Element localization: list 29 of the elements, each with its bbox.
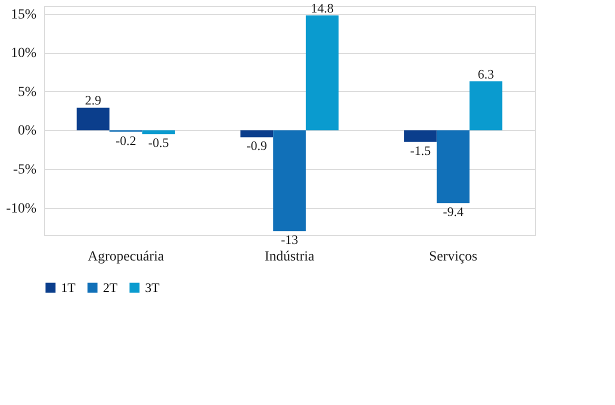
data-label: 6.3	[478, 66, 494, 82]
y-tick-label: -5%	[13, 162, 37, 178]
data-label: -0.5	[148, 135, 169, 150]
data-label: -0.9	[246, 138, 268, 154]
y-tick-label: -10%	[6, 201, 37, 216]
data-label: -1.5	[410, 142, 431, 158]
data-label: 14.8	[310, 0, 334, 16]
legend-label: 1T	[61, 280, 76, 295]
legend-label: 3T	[145, 280, 160, 295]
data-label: 2.9	[84, 92, 102, 108]
bar	[470, 81, 502, 130]
data-label: -9.4	[442, 204, 464, 220]
bar	[142, 130, 175, 134]
x-tick-label: Agropecuária	[88, 250, 165, 264]
y-tick-label: 10%	[10, 46, 37, 62]
y-tick-label: 15%	[10, 7, 37, 22]
y-tick-label: 5%	[18, 84, 37, 100]
x-tick-label: Indústria	[264, 250, 316, 264]
bar	[306, 15, 339, 130]
bar	[240, 130, 274, 138]
x-tick-label: Serviços	[429, 250, 478, 264]
bar	[404, 130, 437, 142]
data-label: -13	[280, 232, 298, 248]
data-label: -0.2	[116, 132, 136, 148]
bar	[273, 130, 306, 232]
legend-label: 2T	[103, 280, 118, 295]
bar	[436, 130, 470, 204]
bar	[76, 108, 110, 130]
y-tick-label: 0%	[18, 124, 37, 139]
